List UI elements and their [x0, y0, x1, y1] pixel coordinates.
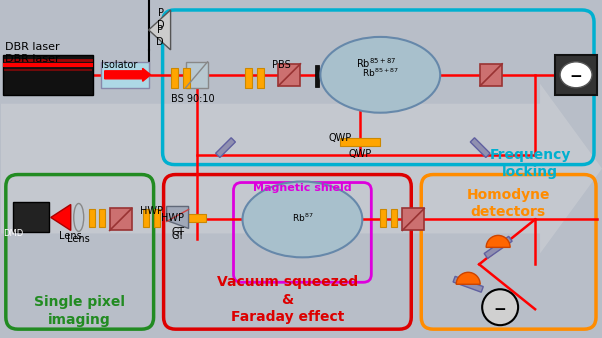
- Bar: [453, 276, 483, 292]
- Bar: [185, 62, 208, 88]
- Text: D: D: [156, 37, 163, 47]
- Bar: [258, 68, 264, 88]
- Bar: [99, 210, 105, 227]
- Ellipse shape: [73, 203, 84, 232]
- Text: Lens: Lens: [67, 234, 90, 244]
- Wedge shape: [456, 272, 480, 284]
- Text: HWP: HWP: [140, 207, 163, 216]
- Bar: [402, 209, 424, 231]
- Text: −: −: [494, 302, 506, 317]
- Text: Single pixel
imaging: Single pixel imaging: [34, 295, 125, 327]
- Bar: [484, 236, 512, 259]
- Text: DBR laser: DBR laser: [5, 54, 60, 64]
- Bar: [170, 68, 178, 88]
- FancyArrow shape: [105, 68, 150, 81]
- Bar: [154, 210, 160, 227]
- Text: −: −: [569, 69, 582, 84]
- Text: HWP: HWP: [161, 213, 184, 223]
- Bar: [325, 65, 329, 87]
- Bar: [88, 210, 95, 227]
- Wedge shape: [486, 235, 510, 247]
- Text: GT: GT: [171, 232, 184, 241]
- Text: P
D: P D: [157, 8, 164, 30]
- Text: Homodyne
detectors: Homodyne detectors: [467, 188, 550, 219]
- Ellipse shape: [560, 62, 592, 88]
- Bar: [480, 64, 502, 86]
- Bar: [216, 138, 235, 158]
- Bar: [315, 65, 320, 87]
- Text: Lens: Lens: [60, 232, 82, 241]
- Text: Rb$^{87}$: Rb$^{87}$: [291, 211, 313, 224]
- Text: PBS: PBS: [273, 60, 291, 70]
- Bar: [101, 62, 149, 88]
- Bar: [143, 210, 149, 227]
- Bar: [470, 138, 490, 158]
- Bar: [391, 210, 397, 227]
- Text: GT: GT: [171, 227, 184, 237]
- Bar: [13, 202, 49, 233]
- Text: Vacuum squeezed
&
Faraday effect: Vacuum squeezed & Faraday effect: [217, 275, 358, 324]
- Text: QWP: QWP: [349, 149, 372, 159]
- Bar: [246, 68, 252, 88]
- Text: P: P: [157, 25, 163, 35]
- Bar: [555, 55, 597, 95]
- Text: Rb$^{85+87}$: Rb$^{85+87}$: [362, 67, 399, 79]
- Text: Isolator: Isolator: [101, 60, 137, 70]
- Bar: [279, 64, 300, 86]
- Bar: [182, 68, 190, 88]
- Polygon shape: [167, 207, 188, 228]
- Polygon shape: [149, 10, 170, 50]
- Polygon shape: [51, 204, 70, 231]
- Bar: [3, 55, 93, 95]
- Text: Frequency
locking: Frequency locking: [489, 148, 571, 179]
- Text: Magnetic shield: Magnetic shield: [253, 183, 352, 193]
- Text: DBR laser: DBR laser: [5, 42, 60, 52]
- Ellipse shape: [320, 37, 440, 113]
- Bar: [185, 214, 205, 222]
- Bar: [340, 138, 380, 146]
- Text: QWP: QWP: [329, 132, 352, 143]
- Circle shape: [482, 289, 518, 325]
- Text: BS 90:10: BS 90:10: [170, 94, 214, 104]
- FancyArrow shape: [1, 84, 602, 254]
- Ellipse shape: [243, 182, 362, 257]
- Bar: [110, 209, 132, 231]
- Bar: [380, 210, 386, 227]
- Text: DMD: DMD: [2, 229, 23, 238]
- Text: Rb$^{85+87}$: Rb$^{85+87}$: [356, 56, 397, 70]
